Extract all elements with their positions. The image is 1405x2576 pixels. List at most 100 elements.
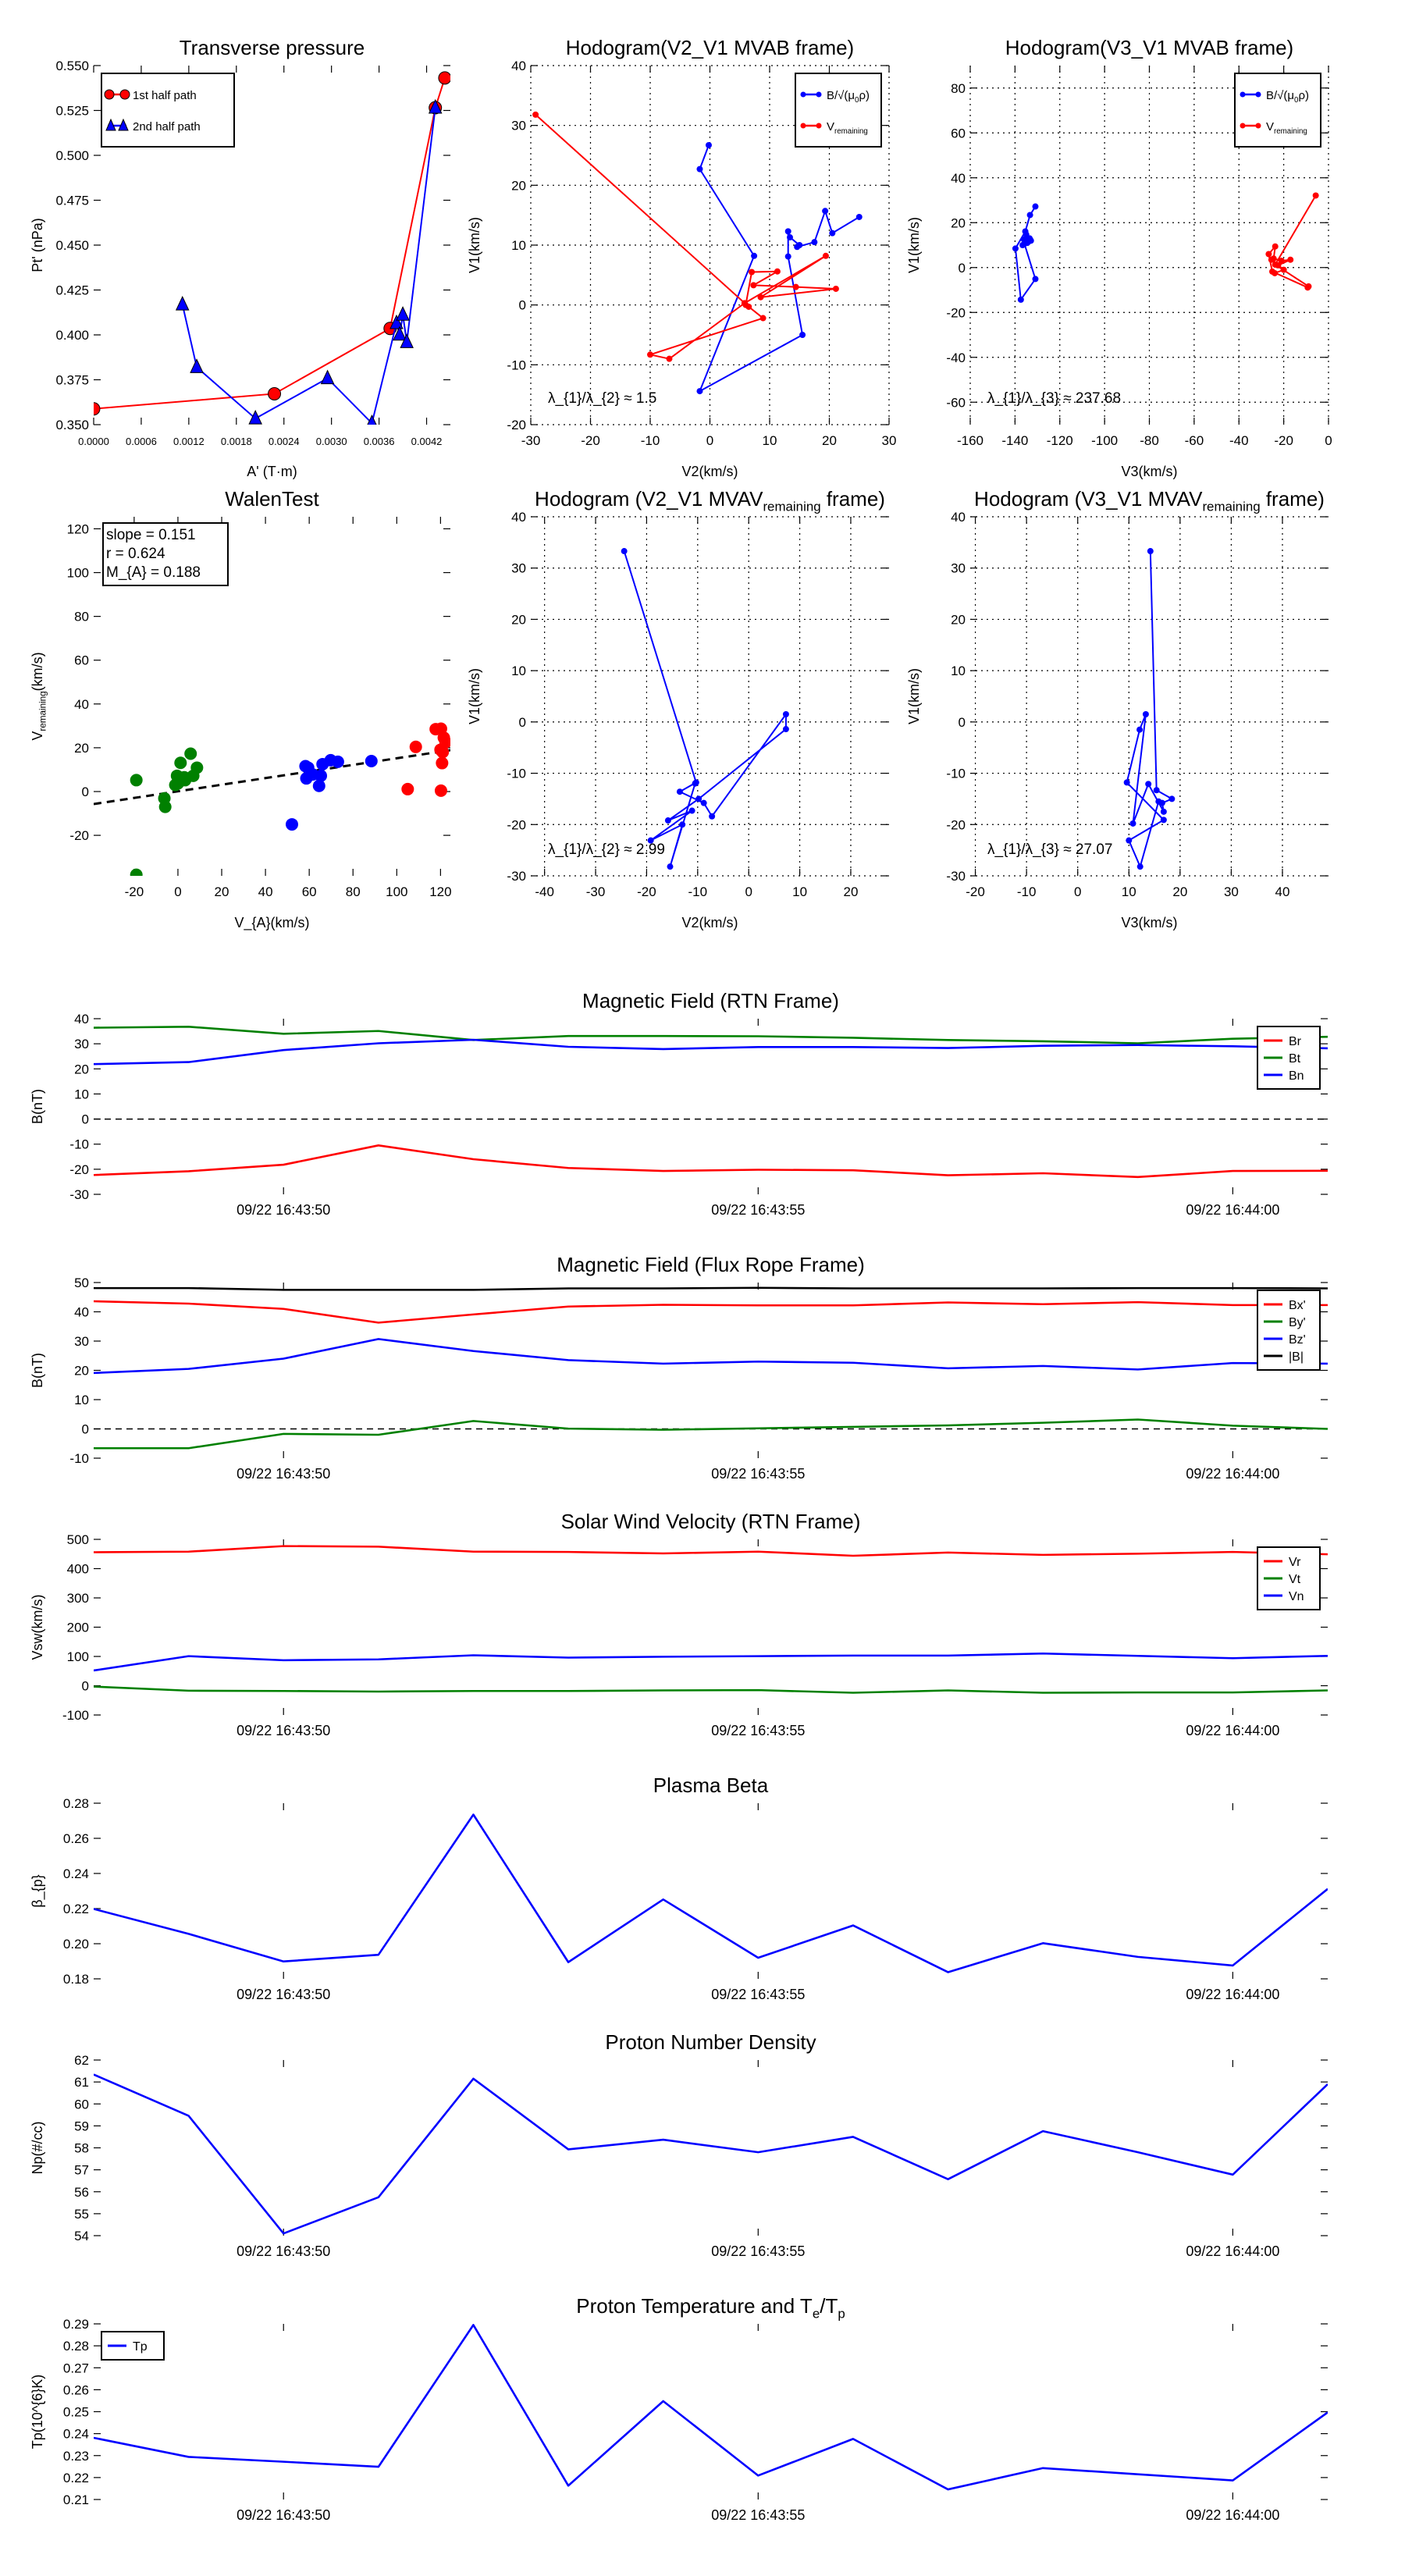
- data-point: [301, 761, 315, 774]
- x-tick-label: 09/22 16:43:55: [711, 2243, 805, 2259]
- y-tick-label: 40: [74, 1012, 89, 1026]
- y-tick-label: 0.425: [55, 283, 89, 298]
- plot-area: [94, 1025, 1328, 1179]
- chart-title: Solar Wind Velocity (RTN Frame): [561, 1510, 861, 1533]
- y-tick-label: 0.24: [63, 1866, 89, 1881]
- data-point: [700, 799, 707, 806]
- data-point: [1168, 795, 1176, 802]
- x-tick-label: -120: [1047, 433, 1073, 448]
- y-tick-label: 56: [74, 2185, 89, 2200]
- legend: B/√(μ0​ρ) Vremaining​: [795, 73, 882, 148]
- legend-marker: [816, 91, 822, 98]
- x-tick-label: -30: [521, 433, 541, 448]
- data-point: [389, 314, 404, 329]
- legend-marker: [119, 89, 130, 100]
- data-point: [1268, 256, 1275, 263]
- x-tick-label: 0.0000: [78, 436, 109, 447]
- chart-title: Magnetic Field (Flux Rope Frame): [557, 1253, 864, 1276]
- y-tick-label: 20: [511, 612, 526, 627]
- x-axis-label: V3(km/s): [1122, 464, 1178, 479]
- eigenvalue-ratio: λ_{1}/λ_{2} ≈ 1.5: [548, 390, 656, 407]
- y-tick-label: 0.475: [55, 194, 89, 208]
- data-point: [365, 755, 378, 768]
- data-point: [190, 358, 204, 373]
- series-v: [621, 548, 789, 870]
- y-tick-label: 0.375: [55, 373, 89, 388]
- legend-marker: [1240, 123, 1246, 129]
- data-point: [696, 165, 703, 173]
- y-tick-label: 400: [67, 1562, 89, 1577]
- chart-title: Hodogram (V3_V1 MVAVremaining​ frame): [974, 487, 1325, 514]
- legend-marker: [1255, 123, 1261, 129]
- y-tick-label: 0.29: [63, 2317, 89, 2332]
- y-tick-label: 0: [82, 785, 89, 799]
- data-point: [158, 800, 172, 813]
- x-tick-label: 09/22 16:44:00: [1186, 1723, 1279, 1738]
- y-tick-label: 0.18: [63, 1972, 89, 1987]
- legend-marker: [104, 89, 115, 100]
- x-tick-label: -80: [1140, 433, 1159, 448]
- x-tick-label: 20: [822, 433, 837, 448]
- data-point: [1160, 808, 1167, 815]
- data-point: [438, 71, 450, 85]
- x-tick-label: 0: [706, 433, 713, 448]
- series-blue: [286, 753, 378, 831]
- data-point: [688, 807, 695, 814]
- x-tick-label: 0: [1074, 884, 1081, 899]
- data-point: [1019, 242, 1026, 248]
- x-tick-label: -10: [641, 433, 660, 448]
- data-point: [532, 111, 539, 118]
- series-line: [94, 1025, 1328, 1044]
- legend-label: B/√(μ0​ρ): [827, 89, 870, 105]
- plot-area: [1012, 192, 1319, 303]
- legend-label: |B|: [1289, 1350, 1304, 1364]
- y-tick-label: 20: [951, 215, 966, 230]
- x-tick-label: -100: [1091, 433, 1118, 448]
- y-tick-label: 80: [951, 81, 966, 96]
- data-point: [709, 813, 716, 820]
- data-point: [1026, 212, 1033, 219]
- y-tick-label: 0.350: [55, 418, 89, 432]
- y-tick-label: 0.27: [63, 2361, 89, 2375]
- y-tick-label: 20: [951, 612, 966, 627]
- y-tick-label: -20: [69, 1162, 89, 1177]
- x-tick-label: 09/22 16:43:55: [711, 2507, 805, 2523]
- y-tick-label: 60: [74, 653, 89, 668]
- data-point: [1145, 781, 1152, 788]
- x-axis-label: V2(km/s): [682, 464, 738, 479]
- legend-box: [101, 73, 235, 148]
- x-tick-label: 40: [258, 884, 273, 899]
- legend-marker: [105, 118, 116, 131]
- data-point: [822, 208, 829, 215]
- y-axis-label: V1(km/s): [467, 668, 482, 724]
- data-point: [393, 326, 407, 341]
- y-tick-label: 60: [74, 2097, 89, 2112]
- plot-area: [94, 71, 450, 425]
- y-tick-label: 0.21: [63, 2492, 89, 2507]
- y-axis-label: V1(km/s): [906, 217, 922, 273]
- legend: Vr Vt Vn: [1257, 1546, 1321, 1610]
- legend-label: Vt: [1289, 1573, 1301, 1586]
- eigenvalue-ratio: λ_{1}/λ_{2} ≈ 2.99: [548, 841, 665, 858]
- y-tick-label: 0.22: [63, 1902, 89, 1916]
- stats-frame: [102, 522, 229, 586]
- y-tick-label: 20: [74, 1062, 89, 1076]
- y-tick-label: 0.525: [55, 104, 89, 119]
- data-point: [794, 244, 801, 251]
- data-point: [784, 228, 791, 235]
- data-point: [742, 301, 749, 308]
- legend: Bx' By' Bz' |B|: [1257, 1290, 1321, 1371]
- series-np: [94, 2073, 1328, 2235]
- x-tick-label: 09/22 16:43:50: [237, 1466, 330, 1482]
- x-tick-label: 09/22 16:43:50: [237, 1723, 330, 1738]
- y-tick-label: 0.23: [63, 2449, 89, 2464]
- data-point: [130, 868, 143, 876]
- x-tick-label: -160: [957, 433, 984, 448]
- data-point: [268, 386, 282, 400]
- chart-title: Hodogram(V3_V1 MVAB frame): [1005, 36, 1293, 59]
- y-tick-label: 0: [82, 1112, 89, 1127]
- y-tick-label: -30: [69, 1187, 89, 1202]
- data-point: [171, 777, 184, 790]
- series-vr: [94, 1545, 1328, 1557]
- legend-label: 2nd half path: [133, 120, 201, 133]
